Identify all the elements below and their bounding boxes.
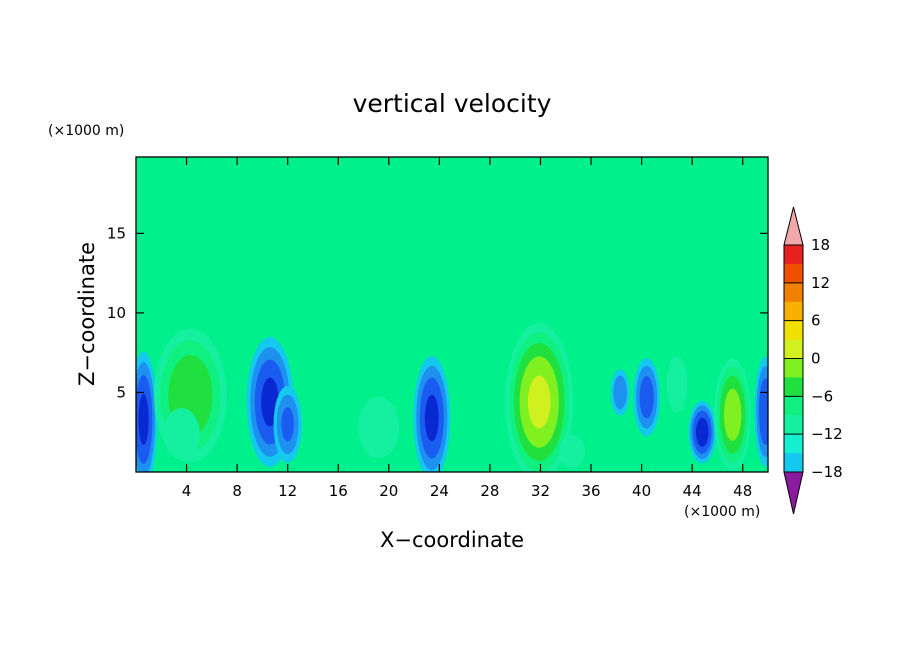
x-tick-label: 24 (430, 482, 449, 500)
colorbar-tick-label: −18 (811, 463, 843, 481)
colorbar-tick-label: 0 (811, 350, 821, 368)
field-contour (558, 434, 586, 468)
colorbar-cell (784, 453, 803, 473)
colorbar-cell (784, 377, 803, 397)
x-tick-label: 20 (379, 482, 398, 500)
x-axis: 4 8 12 16 20 24 28 32 36 40 44 48 (182, 157, 752, 500)
x-tick-label: 16 (329, 482, 348, 500)
x-tick-label: 12 (278, 482, 297, 500)
colorbar-cell (784, 396, 803, 416)
x-tick-label: 48 (733, 482, 752, 500)
y-tick-label: 5 (116, 383, 126, 401)
colorbar-cell (784, 434, 803, 454)
field-contour (424, 394, 439, 442)
colorbar-tick-label: 6 (811, 312, 821, 330)
colorbar-cell (784, 301, 803, 321)
colorbar-cell (784, 415, 803, 435)
colorbar-cell (784, 320, 803, 340)
colorbar-cell (784, 282, 803, 303)
x-tick-label: 4 (182, 482, 192, 500)
plot-frame (135, 156, 769, 473)
colorbar-cell (784, 245, 803, 265)
colorbar-cell (784, 263, 803, 284)
x-tick-label: 44 (683, 482, 702, 500)
field-contour (138, 393, 149, 446)
field-contour (163, 408, 200, 460)
field-contour (281, 407, 294, 442)
x-tick-label: 36 (581, 482, 600, 500)
y-tick-label: 15 (107, 224, 126, 242)
colorbar: 18 12 6 0 −6 −12 −18 (783, 206, 843, 515)
x-unit-label: (×1000 m) (684, 504, 760, 520)
colorbar-cell (784, 358, 803, 378)
colorbar-tick-label: −12 (811, 425, 843, 443)
field-contour (666, 356, 688, 413)
colorbar-tick-label: −6 (811, 387, 833, 405)
y-axis-label: Z−coordinate (75, 242, 99, 386)
x-tick-label: 8 (232, 482, 242, 500)
field-contour (695, 417, 709, 447)
chart-title: vertical velocity (353, 89, 552, 118)
y-axis: 5 10 15 (107, 224, 768, 401)
field-contour (723, 388, 742, 441)
y-unit-label: (×1000 m) (48, 123, 124, 139)
x-axis-label: X−coordinate (380, 528, 524, 552)
colorbar-tick-label: 12 (811, 274, 830, 292)
field-contour (758, 378, 768, 445)
y-tick-label: 10 (107, 304, 126, 322)
heatmap-field (136, 157, 768, 472)
colorbar-max-arrow (783, 206, 804, 246)
x-tick-label: 32 (531, 482, 550, 500)
field-contour (639, 376, 654, 419)
x-tick-label: 40 (632, 482, 651, 500)
field-contour (613, 375, 627, 410)
field-contour (527, 375, 551, 429)
colorbar-tick-label: 18 (811, 236, 830, 254)
colorbar-min-arrow (783, 471, 804, 515)
x-tick-label: 28 (480, 482, 499, 500)
field-contour (358, 396, 400, 459)
colorbar-cell (784, 339, 803, 359)
field-background (136, 157, 768, 472)
